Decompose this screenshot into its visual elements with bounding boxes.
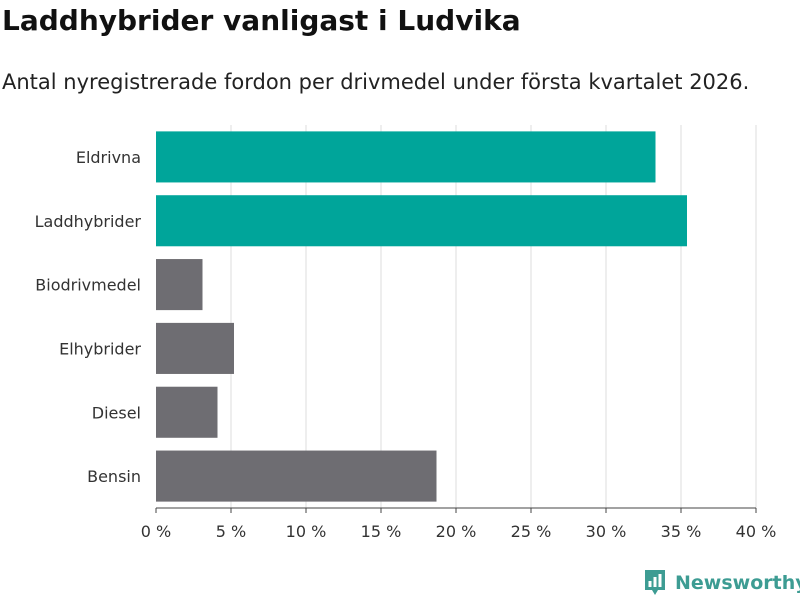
bar-diesel [156,386,218,438]
bar-eldrivna [156,131,656,183]
x-tick-label: 15 % [361,522,402,541]
bar-chart: 0 % 5 % 10 % 15 % 20 % 25 % 30 % 35 % 40 % Eldriv… [35,125,777,541]
x-tick-label: 20 % [436,522,477,541]
category-label: Biodrivmedel [35,276,141,295]
x-tick-label: 25 % [511,522,552,541]
category-label: Bensin [87,467,141,486]
category-label: Elhybrider [59,339,141,358]
chart-subtitle: Antal nyregistrerade fordon per drivmede… [2,70,750,94]
chart-title: Laddhybrider vanligast i Ludvika [2,4,521,37]
logo-text: Newsworthy [675,572,800,594]
bar-bensin [156,450,437,502]
x-tick-label: 10 % [286,522,327,541]
category-label: Diesel [92,403,141,422]
x-tick-label: 5 % [216,522,246,541]
bar-biodrivmedel [156,259,203,311]
newsworthy-logo: Newsworthy [643,568,800,598]
x-tick-label: 35 % [661,522,702,541]
bar-laddhybrider [156,195,687,247]
bar-chart-logo-icon [645,570,665,595]
x-tick-label: 0 % [141,522,171,541]
x-tick-label: 30 % [586,522,627,541]
bar-elhybrider [156,322,234,374]
category-label: Eldrivna [76,148,141,167]
category-label: Laddhybrider [35,212,142,231]
x-tick-label: 40 % [736,522,777,541]
